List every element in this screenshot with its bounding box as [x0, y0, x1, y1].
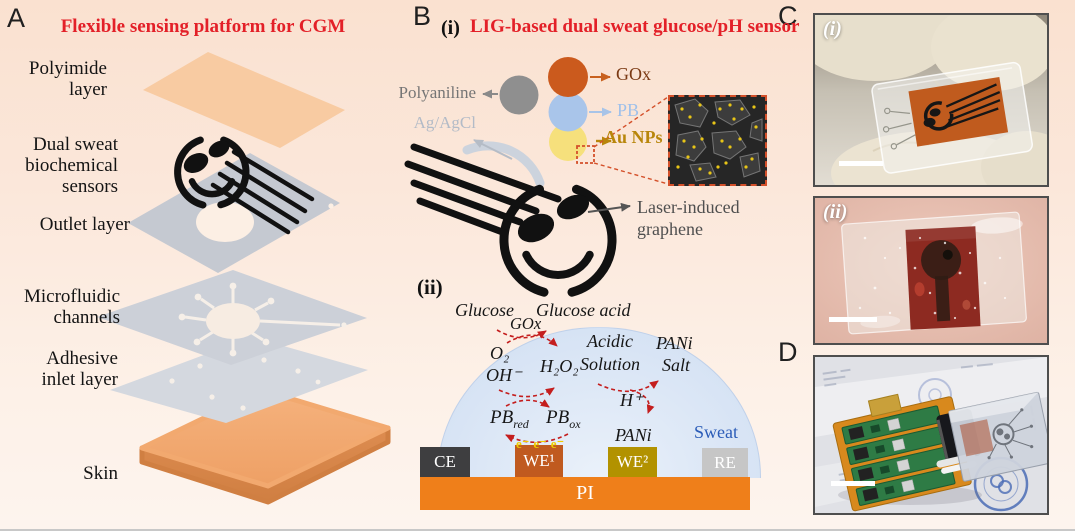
outlet-layer-shape	[128, 153, 340, 273]
arrow-solution-to-panisalt	[597, 380, 659, 393]
panel-b-title: LIG-based dual sweat glucose/pH sensor	[470, 16, 800, 37]
label-electrons: e⁻ e⁻ e⁻	[516, 436, 565, 451]
label-biochemical-sensors: Dual sweat biochemical sensors	[25, 134, 118, 197]
label-pb-ox: PBox	[546, 407, 581, 431]
label-pb-red: PBred	[490, 407, 529, 431]
panel-b-letter: B	[413, 1, 432, 31]
label-pani: PANi	[615, 425, 652, 445]
pi-label: PI	[576, 482, 594, 504]
pb-ox-base: PB	[546, 407, 570, 428]
label-h-plus: H⁺	[620, 390, 643, 410]
panel-a-layer-stack	[97, 52, 391, 505]
red-sensor-patch	[905, 226, 981, 330]
photo-flexible-sensor-bent: (i)	[813, 13, 1049, 187]
zoom-region-box	[576, 145, 595, 164]
panel-c-letter: C	[778, 1, 798, 31]
pb-ox-sub: ox	[569, 416, 581, 431]
label-glucose-acid: Glucose acid	[536, 300, 631, 320]
polyaniline-circle	[499, 75, 539, 115]
sweat-speckles	[858, 236, 1007, 320]
label-polyaniline: Polyaniline	[398, 83, 476, 102]
photo-sensor-on-skin: (ii)	[813, 196, 1049, 345]
label-sweat: Sweat	[694, 422, 738, 442]
label-pb: PB	[617, 100, 640, 120]
flexible-pcb	[832, 393, 981, 512]
scale-bar	[839, 161, 883, 166]
ce-label: CE	[434, 452, 456, 471]
arrow-oh-to-h2o2	[498, 387, 555, 398]
working-electrode-2: WE²	[608, 447, 657, 477]
counter-electrode: CE	[420, 447, 470, 477]
orange-sensor-patch	[908, 76, 1009, 147]
arrow-pbred-to-pbox	[505, 399, 550, 408]
label-laser-induced-graphene: Laser-induced graphene	[637, 197, 740, 239]
panel-d-letter: D	[778, 337, 798, 367]
panel-b-materials	[404, 57, 669, 297]
we2-label: WE²	[616, 452, 649, 471]
photo-readout-electronics	[813, 355, 1049, 515]
label-microfluidic-channels: Microfluidic channels	[23, 286, 120, 328]
panel-a-letter: A	[7, 3, 26, 33]
arrow-pbox-to-pbred	[505, 433, 569, 444]
sem-inset-image	[668, 95, 767, 186]
panel-a-title: Flexible sensing platform for CGM	[60, 16, 346, 37]
label-glucose: Glucose	[455, 300, 514, 320]
panel-b-reaction-arrows	[496, 329, 659, 444]
label-adhesive-inlet-layer: Adhesive inlet layer	[41, 348, 119, 390]
pb-red-sub: red	[513, 416, 529, 431]
arrow-hplus-to-pani	[629, 389, 655, 414]
working-electrode-1: WE¹	[515, 445, 563, 477]
label-solution: Solution	[580, 354, 641, 374]
scale-bar	[829, 317, 877, 322]
pb-circle	[548, 92, 588, 132]
sensor-plate	[948, 391, 1047, 482]
reference-electrode: RE	[702, 448, 748, 477]
re-label: RE	[714, 452, 736, 472]
label-h2o2: H₂O₂	[540, 356, 579, 376]
label-acidic: Acidic	[587, 331, 633, 351]
polyimide-layer-shape	[143, 52, 345, 148]
label-outlet-layer: Outlet layer	[39, 214, 130, 235]
photo-d-graphics	[815, 357, 1047, 513]
photo-cii-label: (ii)	[823, 201, 848, 223]
skin-layer-shape	[139, 387, 391, 505]
label-ag-agcl: Ag/AgCl	[413, 113, 476, 132]
label-pani-salt-2: Salt	[662, 355, 691, 375]
label-polyimide-layer: Polyimide layer	[28, 58, 107, 100]
gox-circle	[548, 57, 588, 97]
sensor-motif-a	[174, 136, 315, 235]
photo-cii-graphics	[815, 198, 1047, 343]
microfluidic-layer-shape	[97, 270, 367, 365]
label-gox-enzyme: GOx	[510, 314, 542, 333]
we1-label: WE¹	[523, 451, 555, 470]
lig-arrow	[587, 202, 631, 213]
photo-ci-label: (i)	[823, 18, 842, 40]
label-pani-salt-1: PANi	[656, 333, 693, 353]
label-au-nps: Au NPs	[604, 127, 663, 147]
arrow-o2-to-h2o2	[506, 334, 558, 347]
label-o2: O₂	[490, 343, 510, 363]
panel-b-section-i: (i)	[441, 17, 460, 39]
label-skin: Skin	[83, 463, 118, 484]
pi-substrate: PI	[420, 477, 750, 510]
pb-red-base: PB	[490, 407, 514, 428]
zoom-connector-bottom	[593, 162, 669, 185]
green-modules	[841, 405, 956, 506]
photo-ci-graphics	[815, 15, 1047, 185]
sensor-motif-b	[404, 143, 617, 297]
agagcl-arrow	[473, 139, 513, 160]
panel-b-section-ii: (ii)	[417, 275, 443, 299]
label-gox: GOx	[616, 64, 651, 84]
label-oh: OH⁻	[486, 365, 522, 385]
scale-bar	[831, 481, 875, 486]
sem-inset-graphics	[670, 97, 763, 182]
zoom-connector-top	[593, 96, 669, 148]
